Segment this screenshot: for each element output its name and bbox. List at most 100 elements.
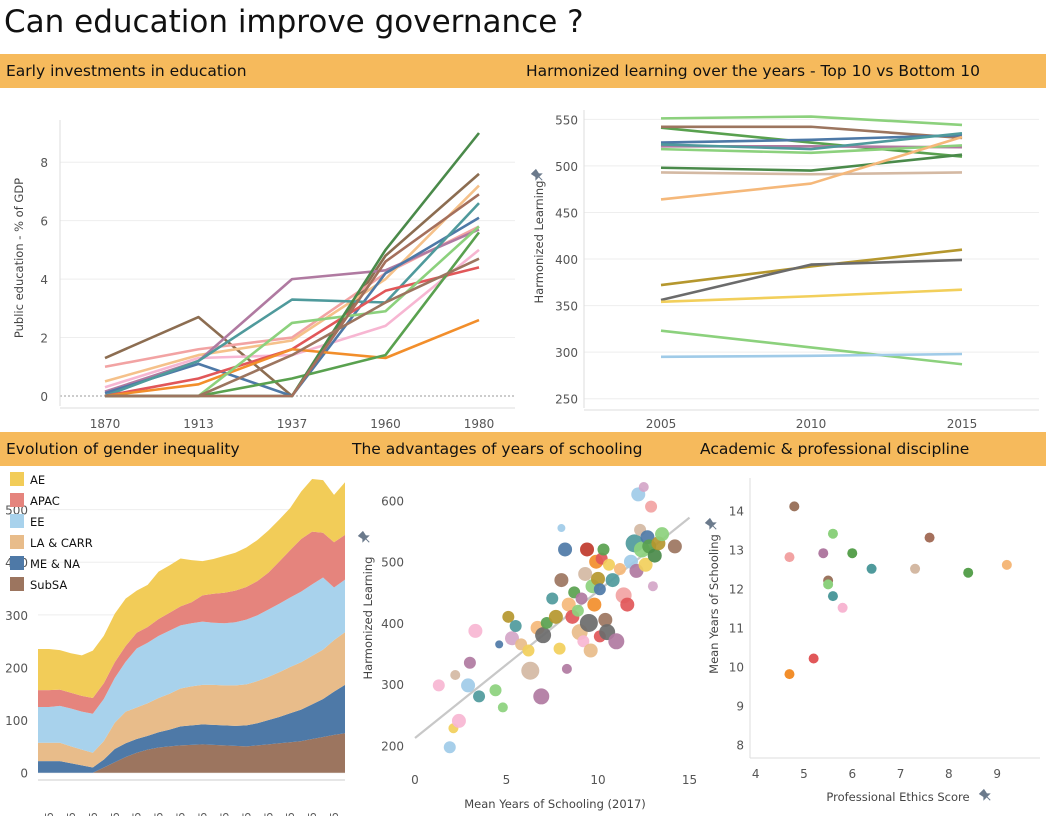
series-line [660, 133, 963, 144]
scatter-point [473, 690, 486, 703]
y-tick-label: 11 [729, 621, 744, 635]
scatter-point [583, 643, 598, 658]
x-tick-label: 1875 [43, 812, 56, 816]
x-tick-label: 5 [800, 767, 808, 781]
legend-label: LA & CARR [30, 536, 93, 550]
scatter-point [557, 524, 566, 533]
scatter-point [638, 482, 649, 493]
y-tick-label: 2 [40, 332, 48, 346]
scatter-point [784, 552, 795, 563]
y-tick-label: 250 [555, 393, 578, 407]
x-tick-label: 1965 [240, 812, 253, 816]
scatter-point [578, 566, 593, 581]
scatter-point [808, 653, 819, 664]
series-line [660, 248, 963, 287]
scatter-point [577, 635, 590, 648]
scatter-point [593, 583, 606, 596]
series-line [660, 352, 963, 359]
x-tick-label: 1885 [65, 812, 78, 816]
x-tick-label: 9 [993, 767, 1001, 781]
header-early-and-harmonized: Early investments in education Harmonize… [0, 54, 1046, 88]
y-tick-label: 600 [381, 494, 404, 508]
x-tick-label: 1945 [196, 812, 209, 816]
scatter-point [645, 500, 658, 513]
scatter-point [548, 609, 563, 624]
x-tick-label: 1895 [87, 812, 100, 816]
y-tick-label: 200 [5, 661, 28, 675]
panel-title-harmonized: Harmonized learning over the years - Top… [526, 62, 980, 80]
scatter-point [827, 591, 838, 602]
area-subsa [38, 733, 345, 773]
scatter-point [571, 604, 584, 617]
legend-label: AE [30, 473, 45, 487]
x-tick-label: 1870 [90, 417, 121, 430]
legend-label: SubSA [30, 578, 67, 592]
scatter-point [837, 602, 848, 613]
scatter-point [597, 543, 610, 556]
series-line [660, 171, 963, 176]
scatter-point [521, 661, 540, 680]
legend-swatch [10, 493, 24, 507]
x-tick-label: 2015 [947, 417, 978, 430]
scatter-point [509, 620, 522, 632]
y-axis-label: Harmonized Learning [532, 181, 546, 304]
x-tick-label: 0 [411, 773, 419, 787]
harmonized-learning-chart: 250 300 350 400 450 500 550 2005 2010 2015 Harmoni… [530, 110, 1039, 430]
scatter-point [847, 548, 858, 559]
series-line [661, 125, 963, 140]
series-line [104, 228, 480, 393]
dashboard-title: Can education improve governance ? [4, 4, 584, 40]
y-axis-label: Public education - % of GDP [12, 178, 26, 338]
scatter-point [497, 702, 508, 713]
series-line [660, 135, 963, 201]
series-line [105, 257, 480, 398]
y-tick-label: 400 [555, 253, 578, 267]
scatter-point [647, 548, 662, 563]
y-tick-label: 0 [40, 390, 48, 404]
series-line [660, 115, 963, 127]
y-axis-label: Mean Years of Schooling [707, 534, 721, 674]
y-tick-label: 550 [555, 113, 578, 127]
series-line [104, 202, 480, 398]
panel-title-gender: Evolution of gender inequality [6, 440, 240, 458]
scatter-point [587, 597, 602, 612]
x-tick-label: 1905 [109, 812, 122, 816]
scatter-point [598, 612, 613, 627]
scatter-point [533, 688, 550, 705]
y-tick-label: 200 [381, 739, 404, 753]
scatter-point [561, 663, 572, 674]
scatter-point [502, 610, 515, 623]
scatter-point [554, 573, 569, 588]
schooling-advantages-chart: 200 300 400 500 600 0 5 10 15 Harmonized Learning… [357, 482, 697, 811]
series-line [660, 288, 963, 304]
x-tick-label: 10 [590, 773, 605, 787]
y-tick-label: 300 [5, 609, 28, 623]
scatter-point [789, 501, 800, 512]
scatter-point [495, 640, 504, 649]
y-tick-label: 500 [381, 556, 404, 570]
scatter-point [504, 631, 519, 646]
scatter-point [443, 741, 456, 754]
scatter-point [546, 592, 559, 605]
scatter-point [620, 597, 635, 612]
scatter-point [580, 542, 595, 557]
panel-title-advantages: The advantages of years of schooling [352, 440, 643, 458]
x-tick-label: 1915 [131, 812, 144, 816]
y-tick-label: 13 [729, 543, 744, 557]
scatter-point [963, 567, 974, 578]
y-tick-label: 9 [736, 699, 744, 713]
scatter-point [579, 613, 598, 632]
series-line [660, 329, 963, 366]
scatter-point [866, 563, 877, 574]
legend-label: APAC [30, 494, 60, 508]
series-line [660, 258, 963, 302]
y-tick-label: 14 [729, 504, 744, 518]
legend-label: EE [30, 515, 45, 529]
x-tick-label: 2005 [328, 812, 341, 816]
scatter-point [784, 669, 795, 680]
scatter-point [468, 623, 483, 638]
x-tick-label: 8 [945, 767, 953, 781]
y-tick-label: 350 [555, 300, 578, 314]
legend-swatch [10, 472, 24, 486]
series-line [660, 144, 963, 155]
